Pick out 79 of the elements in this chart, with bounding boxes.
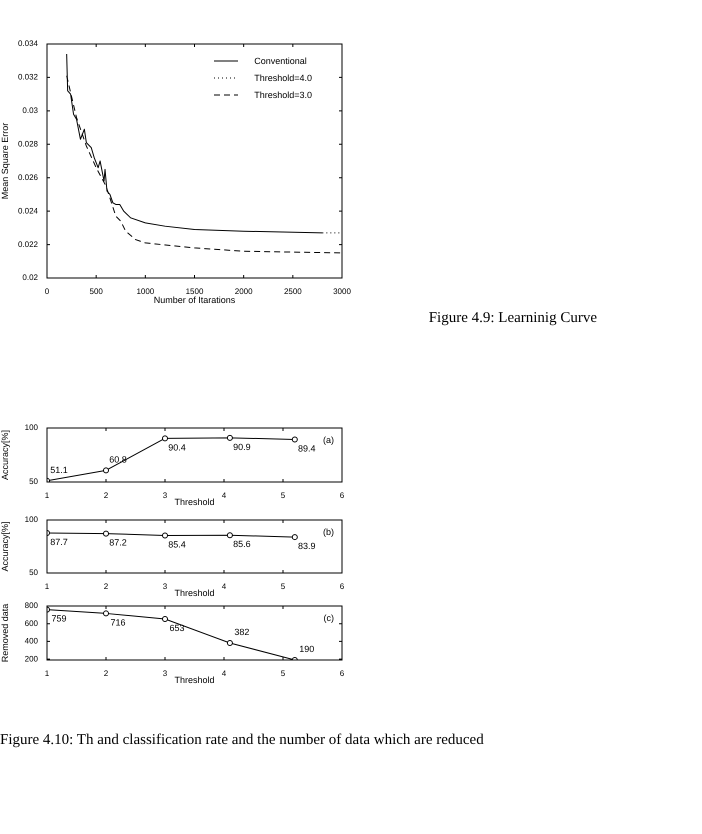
- legend-label: Conventional: [254, 56, 307, 66]
- y-tick-label: 400: [24, 636, 39, 646]
- x-tick-label: 4: [222, 491, 227, 500]
- x-tick-label: 5: [280, 491, 286, 500]
- text: (c): [324, 612, 334, 623]
- y-tick-label: 0.028: [18, 139, 39, 148]
- y-tick-label: 100: [24, 515, 39, 524]
- x-tick-label: 5: [280, 582, 286, 592]
- caption: Figure 4.10: Th and classification rate and the number of data which are reduced: [0, 732, 485, 749]
- x-tick-label: 1: [44, 582, 50, 592]
- x-tick-label: 0: [44, 287, 50, 296]
- x-tick-label: 2: [104, 582, 109, 592]
- data-label: 87.7: [50, 537, 68, 548]
- data-label: 382: [234, 626, 250, 637]
- y-tick-label: 50: [29, 568, 39, 578]
- x-axis-title: Number of Itarations: [154, 295, 236, 306]
- text: (b): [323, 526, 334, 537]
- data-label: 85.4: [168, 539, 186, 550]
- point: [226, 434, 233, 441]
- y-axis-title: Accuracy[%]: [0, 521, 10, 572]
- y-tick-label: 600: [24, 618, 39, 628]
- y-tick-label: 0.024: [18, 206, 39, 216]
- y-tick-label: 800: [24, 601, 39, 610]
- x-tick-label: 2000: [234, 287, 254, 296]
- x-axis-title: Threshold: [174, 675, 215, 686]
- point: [103, 467, 109, 474]
- x-tick-label: 2: [104, 669, 109, 678]
- y-tick-label: 100: [24, 423, 39, 432]
- point: [103, 610, 109, 616]
- data-label: 85.6: [233, 539, 251, 550]
- y-tick-label: 0.02: [22, 273, 39, 282]
- x-tick-label: 1000: [136, 287, 155, 296]
- y-tick-label: 50: [29, 477, 39, 486]
- x-tick-label: 6: [340, 669, 345, 678]
- x-tick-label: 3: [162, 669, 168, 678]
- x-tick-label: 2500: [284, 287, 302, 296]
- legend-label: Threshold=3.0: [254, 90, 312, 100]
- data-label: 190: [299, 644, 314, 654]
- y-tick-label: 0.032: [18, 72, 39, 82]
- legend-label: Threshold=4.0: [254, 72, 312, 82]
- text: (a): [323, 434, 334, 445]
- x-tick-label: 6: [340, 582, 345, 592]
- x-tick-label: 3000: [333, 287, 352, 296]
- point: [162, 616, 168, 622]
- x-tick-label: 1: [44, 491, 50, 500]
- x-tick-label: 4: [222, 582, 227, 592]
- y-axis-title: Removed data: [0, 604, 10, 662]
- caption: Figure 4.9: Learninig Curve: [428, 310, 598, 327]
- x-tick-label: 6: [340, 491, 345, 500]
- data-label: 83.9: [298, 541, 316, 552]
- x-axis-title: Threshold: [174, 588, 215, 598]
- data-label: 653: [169, 622, 185, 633]
- y-tick-label: 0.026: [18, 172, 39, 182]
- x-tick-label: 2: [104, 491, 109, 500]
- point: [292, 436, 298, 442]
- y-tick-label: 0.022: [18, 240, 39, 249]
- data-label: 716: [110, 617, 126, 628]
- point: [226, 640, 233, 646]
- x-tick-label: 500: [89, 287, 104, 296]
- x-tick-label: 1: [44, 669, 50, 678]
- x-tick-label: 3: [162, 582, 168, 592]
- data-label: 87.2: [109, 538, 127, 548]
- x-tick-label: 1500: [186, 287, 204, 296]
- data-label: 759: [51, 614, 67, 624]
- x-axis-title: Threshold: [174, 497, 215, 508]
- data-label: 89.4: [298, 443, 316, 454]
- y-axis-title: Accuracy[%]: [0, 430, 10, 480]
- x-tick-label: 5: [280, 669, 286, 678]
- y-tick-label: 0.034: [18, 39, 39, 48]
- point: [162, 435, 168, 442]
- x-tick-label: 3: [162, 491, 168, 500]
- y-axis-title: Mean Square Error: [0, 122, 10, 200]
- data-label: 90.9: [233, 442, 251, 452]
- data-label: 90.4: [168, 442, 186, 452]
- y-tick-label: 200: [24, 654, 39, 664]
- y-tick-label: 0.03: [22, 106, 39, 116]
- x-tick-label: 4: [222, 669, 227, 678]
- data-label: 51.1: [50, 464, 68, 475]
- data-label: 60.8: [109, 454, 127, 464]
